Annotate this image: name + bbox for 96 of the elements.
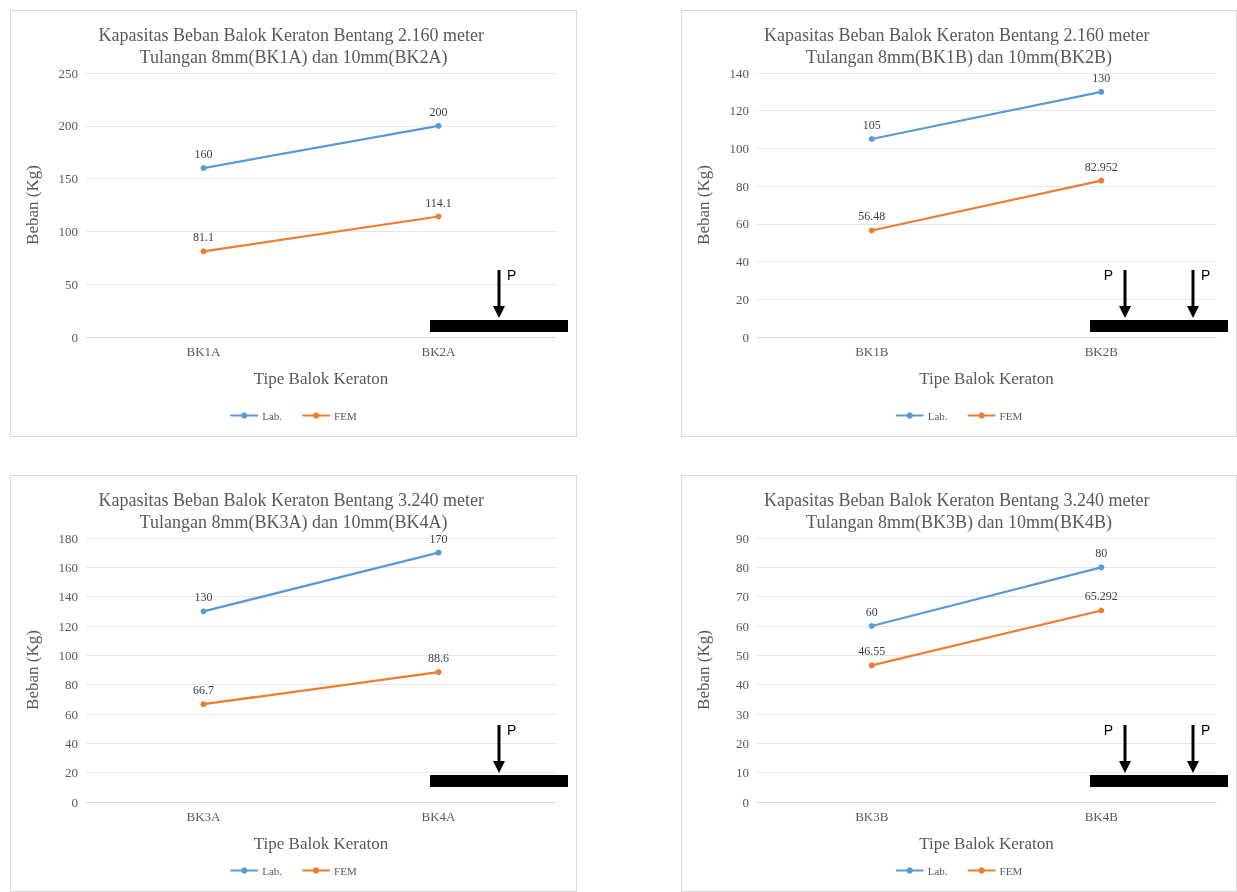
chart-title: Kapasitas Beban Balok Keraton Bentang 2.160 meter Tulangan 8mm(BK1A) dan 10mm(BK2A) bbox=[98, 25, 489, 68]
legend-label: Lab. bbox=[927, 864, 948, 877]
point bbox=[868, 623, 875, 629]
point bbox=[868, 136, 875, 142]
data-label: 105 bbox=[862, 118, 881, 132]
y-tick-label: 90 bbox=[736, 530, 749, 546]
legend-label: Lab. bbox=[927, 409, 948, 422]
x-axis-title: Tipe Balok Keraton bbox=[253, 834, 389, 853]
y-tick-label: 80 bbox=[736, 178, 749, 194]
data-label: 66.7 bbox=[193, 683, 214, 698]
chart-title: Kapasitas Beban Balok Keraton Bentang 3.240 meter Tulangan 8mm(BK3A) dan 10mm(BK4A) bbox=[98, 490, 489, 533]
x-tick-label: BK4B bbox=[1084, 809, 1119, 824]
point bbox=[435, 669, 442, 676]
y-axis-title: Beban (Kg) bbox=[694, 165, 713, 245]
y-tick-label: 120 bbox=[729, 103, 749, 119]
y-tick-label: 0 bbox=[742, 329, 749, 345]
point bbox=[200, 165, 207, 172]
x-tick-label: BK2A bbox=[421, 344, 457, 359]
y-axis-title: Beban (Kg) bbox=[23, 630, 42, 710]
data-label: 130 bbox=[194, 590, 213, 605]
annotation: P bbox=[507, 722, 517, 738]
y-tick-label: 70 bbox=[736, 589, 749, 605]
data-label: 80 bbox=[1095, 546, 1108, 561]
data-label: 88.6 bbox=[428, 651, 449, 666]
data-label: 160 bbox=[194, 147, 213, 162]
y-tick-label: 180 bbox=[58, 530, 78, 546]
y-tick-label: 30 bbox=[736, 706, 749, 722]
annotation: P bbox=[1201, 267, 1211, 283]
x-tick-label: BK3B bbox=[855, 809, 889, 824]
y-axis-title: Beban (Kg) bbox=[694, 630, 713, 710]
point bbox=[1098, 564, 1105, 571]
y-axis-title: Beban (Kg) bbox=[23, 165, 42, 245]
data-label: 170 bbox=[429, 531, 448, 546]
point bbox=[1098, 177, 1105, 184]
y-tick-label: 50 bbox=[736, 647, 749, 663]
point bbox=[435, 213, 442, 220]
data-label: 130 bbox=[1092, 70, 1111, 85]
point bbox=[1098, 88, 1105, 95]
y-tick-label: 50 bbox=[65, 276, 78, 292]
y-tick-label: 140 bbox=[729, 65, 749, 81]
data-label: 46.55 bbox=[858, 644, 886, 659]
annotation: P bbox=[1103, 722, 1113, 738]
legend-label: Lab. bbox=[262, 864, 283, 877]
data-label: 56.48 bbox=[858, 209, 886, 224]
chart-title: Kapasitas Beban Balok Keraton Bentang 3.240 meter Tulangan 8mm(BK3B) dan 10mm(BK4B) bbox=[764, 490, 1154, 533]
y-tick-label: 40 bbox=[65, 735, 78, 751]
y-tick-label: 250 bbox=[58, 65, 78, 81]
legend-label: FEM bbox=[999, 409, 1023, 422]
x-axis-title: Tipe Balok Keraton bbox=[919, 369, 1055, 388]
x-axis-title: Tipe Balok Keraton bbox=[919, 834, 1055, 853]
y-tick-label: 20 bbox=[736, 735, 749, 751]
y-tick-label: 100 bbox=[58, 647, 78, 663]
legend-label: Lab. bbox=[262, 409, 283, 422]
y-tick-label: 100 bbox=[58, 223, 78, 239]
point bbox=[200, 701, 207, 708]
y-tick-label: 40 bbox=[736, 677, 749, 693]
annotation: P bbox=[1201, 722, 1211, 738]
data-label: 81.1 bbox=[193, 230, 214, 245]
legend-label: FEM bbox=[999, 864, 1023, 877]
annotation: P bbox=[507, 267, 517, 283]
y-tick-label: 200 bbox=[58, 118, 78, 134]
x-axis-title: Tipe Balok Keraton bbox=[253, 369, 389, 388]
y-tick-label: 150 bbox=[58, 171, 78, 187]
y-tick-label: 60 bbox=[736, 216, 749, 232]
point bbox=[435, 122, 442, 129]
data-label: 114.1 bbox=[425, 195, 452, 210]
legend-label: FEM bbox=[334, 864, 357, 877]
y-tick-label: 80 bbox=[736, 559, 749, 575]
y-tick-label: 80 bbox=[65, 677, 78, 693]
y-tick-label: 160 bbox=[58, 559, 78, 575]
annotation: P bbox=[1103, 267, 1113, 283]
y-tick-label: 0 bbox=[71, 329, 78, 345]
chart-title: Kapasitas Beban Balok Keraton Bentang 2.160 meter Tulangan 8mm(BK1B) dan 10mm(BK2B) bbox=[764, 25, 1154, 68]
x-tick-label: BK2B bbox=[1084, 344, 1119, 359]
data-label: 200 bbox=[429, 104, 448, 119]
data-label: 65.292 bbox=[1084, 589, 1118, 604]
y-tick-label: 100 bbox=[729, 140, 749, 156]
y-tick-label: 20 bbox=[736, 291, 749, 307]
y-tick-label: 0 bbox=[742, 794, 749, 810]
y-tick-label: 60 bbox=[65, 706, 78, 722]
x-tick-label: BK1A bbox=[186, 344, 222, 359]
y-tick-label: 0 bbox=[71, 794, 78, 810]
point bbox=[1098, 607, 1105, 614]
y-tick-label: 20 bbox=[65, 765, 78, 781]
y-tick-label: 60 bbox=[736, 618, 749, 634]
x-tick-label: BK3A bbox=[186, 809, 222, 824]
data-label: 82.952 bbox=[1084, 159, 1118, 174]
y-tick-label: 40 bbox=[736, 254, 749, 270]
point bbox=[868, 662, 875, 669]
x-tick-label: BK1B bbox=[855, 344, 889, 359]
legend-label: FEM bbox=[334, 409, 357, 422]
data-label: 60 bbox=[865, 605, 878, 619]
x-tick-label: BK4A bbox=[421, 809, 457, 824]
y-tick-label: 120 bbox=[58, 618, 78, 634]
y-tick-label: 140 bbox=[58, 589, 78, 605]
y-tick-label: 10 bbox=[736, 765, 749, 781]
